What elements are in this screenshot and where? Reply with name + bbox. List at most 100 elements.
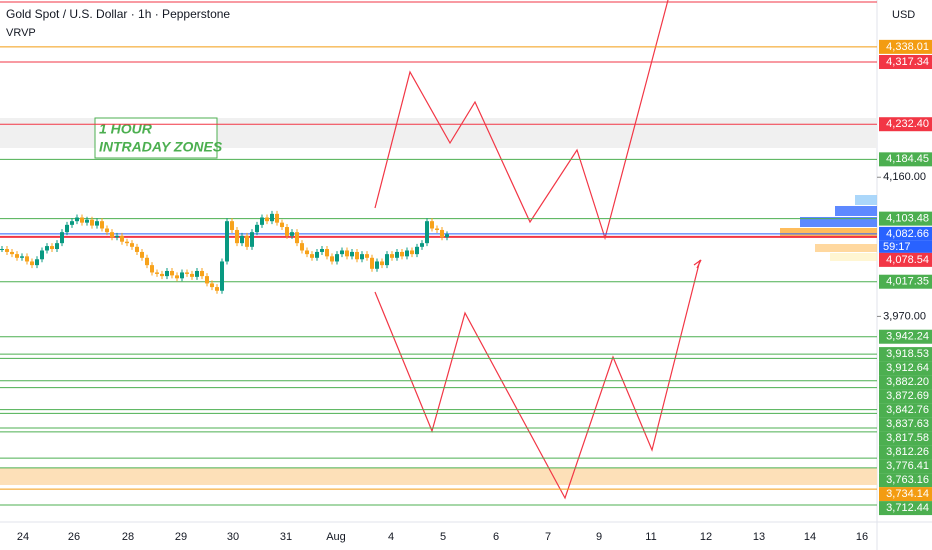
candle xyxy=(320,249,324,252)
volume-profile xyxy=(780,195,877,261)
candle xyxy=(345,250,349,257)
candle xyxy=(170,270,174,276)
candle xyxy=(145,257,149,266)
x-tick-label: 7 xyxy=(545,531,551,543)
candle xyxy=(165,270,169,277)
candle xyxy=(0,249,4,251)
x-tick-label: 11 xyxy=(645,531,656,543)
candle xyxy=(400,251,404,257)
price-label-bg xyxy=(879,487,932,502)
price-label: 3,817.58 xyxy=(886,432,929,444)
price-label-bg xyxy=(879,389,932,404)
candle xyxy=(380,261,384,266)
candle xyxy=(445,234,449,238)
price-label-bg xyxy=(879,55,932,70)
candle xyxy=(360,254,364,260)
candle xyxy=(260,217,264,225)
candle xyxy=(275,213,279,223)
candle xyxy=(410,250,414,255)
candle xyxy=(430,221,434,229)
x-tick-label: 29 xyxy=(175,531,187,543)
candle xyxy=(415,246,419,255)
price-label-bg xyxy=(879,152,932,167)
candle xyxy=(190,273,194,277)
candle xyxy=(295,232,299,244)
price-label-bg xyxy=(879,252,932,267)
x-tick-label: 14 xyxy=(804,531,816,543)
candle xyxy=(110,232,114,238)
candle xyxy=(75,217,79,222)
candle xyxy=(370,257,374,269)
candle xyxy=(35,259,39,266)
price-label: 3,812.26 xyxy=(886,446,929,458)
vp-bar xyxy=(815,244,877,252)
x-tick-label: 13 xyxy=(753,531,765,543)
candle xyxy=(70,221,74,225)
candle xyxy=(200,270,204,277)
price-label: 3,837.63 xyxy=(886,418,929,430)
price-label: 3,882.20 xyxy=(886,376,929,388)
price-label-bg xyxy=(879,473,932,488)
candle xyxy=(245,235,249,247)
candle xyxy=(20,256,24,258)
price-label: 4,082.66 xyxy=(886,228,929,240)
currency: USD xyxy=(892,9,915,21)
candle xyxy=(120,235,124,242)
vp-bar xyxy=(835,206,877,216)
price-label-bg xyxy=(879,211,932,226)
x-tick-label: 16 xyxy=(856,531,868,543)
candle xyxy=(255,224,259,233)
candle xyxy=(265,217,269,222)
title: Gold Spot / U.S. Dollar · 1h · Peppersto… xyxy=(6,7,230,21)
candle xyxy=(305,250,309,255)
candle xyxy=(375,261,379,269)
candle xyxy=(235,229,239,244)
candle xyxy=(90,219,94,226)
price-label-bg xyxy=(879,117,932,132)
vp-bar xyxy=(800,217,877,227)
countdown-bg xyxy=(879,240,932,253)
candle xyxy=(160,273,164,277)
x-tick-label: 31 xyxy=(280,531,292,543)
candle xyxy=(95,221,99,226)
candle xyxy=(50,246,54,250)
price-label-bg xyxy=(879,347,932,362)
candle xyxy=(390,254,394,258)
vp-bar xyxy=(855,195,877,205)
price-label-bg xyxy=(879,431,932,446)
candle xyxy=(185,272,189,274)
price-label: 4,338.01 xyxy=(886,41,929,53)
price-label: 4,103.48 xyxy=(886,213,929,225)
candle xyxy=(350,251,354,257)
candle xyxy=(5,249,9,252)
candle xyxy=(405,250,409,257)
price-label: 3,942.24 xyxy=(886,331,929,343)
vp-bar xyxy=(780,228,877,238)
candle xyxy=(220,261,224,291)
annotation: 1 HOUR xyxy=(99,121,153,137)
y-tick-label: 3,970.00 xyxy=(883,310,926,322)
candle xyxy=(290,232,294,236)
candle xyxy=(440,229,444,238)
candle xyxy=(230,221,234,230)
x-tick-label: 9 xyxy=(596,531,602,543)
price-label: 3,712.44 xyxy=(886,502,929,514)
arrow-head xyxy=(693,259,702,269)
candle xyxy=(105,228,109,233)
price-label: 4,017.35 xyxy=(886,276,929,288)
candle xyxy=(175,275,179,279)
candle xyxy=(365,254,369,258)
projection xyxy=(374,0,702,500)
candle xyxy=(135,246,139,252)
candle xyxy=(10,251,14,255)
candle xyxy=(300,243,304,251)
candle xyxy=(45,246,49,251)
candle xyxy=(250,232,254,247)
candle xyxy=(80,217,84,223)
price-label: 3,918.53 xyxy=(886,348,929,360)
x-tick-label: 6 xyxy=(493,531,499,543)
price-label-bg xyxy=(879,445,932,460)
candle xyxy=(140,251,144,258)
candle xyxy=(65,224,69,233)
